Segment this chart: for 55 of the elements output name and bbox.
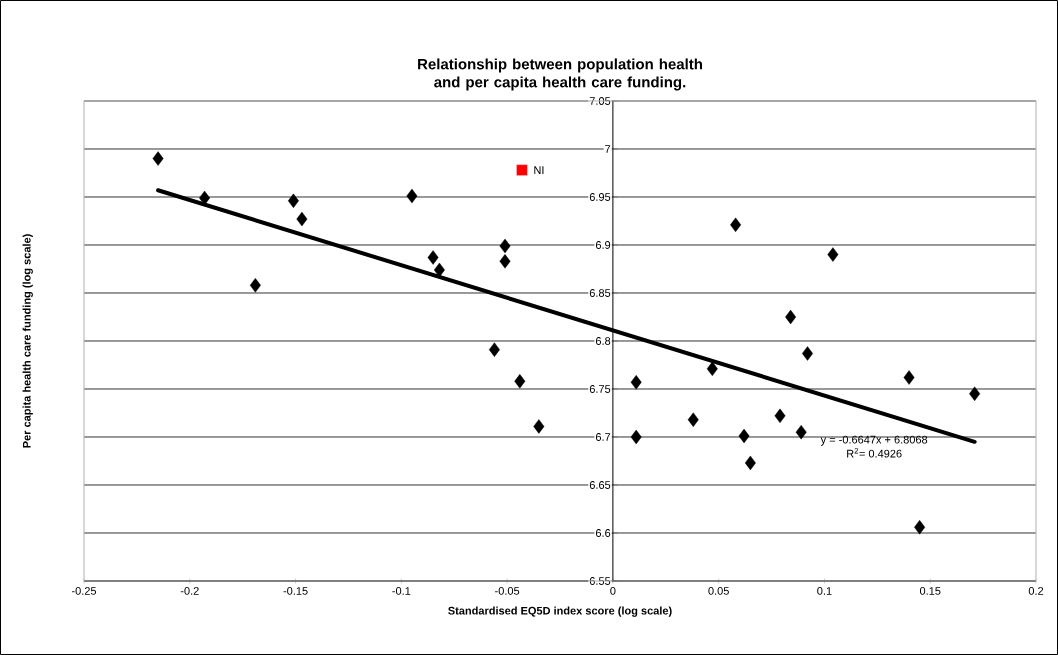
point	[774, 408, 786, 424]
y-tick-label: 6.65	[589, 481, 611, 489]
x-tick-label: 0.15	[919, 587, 941, 595]
y-tick-label: 6.55	[589, 577, 611, 585]
point	[249, 278, 261, 293]
point	[795, 424, 807, 440]
x-tick-label: -0.25	[71, 587, 97, 595]
y-tick-label: 7	[605, 145, 611, 153]
annotation: R$^{2}$= 0.4926	[847, 448, 902, 458]
x-tick-label: -0.1	[392, 587, 411, 595]
x-tick-label: -0.15	[283, 587, 308, 595]
x-tick-label: -0.05	[495, 587, 520, 595]
point	[969, 386, 981, 401]
point	[533, 419, 545, 434]
y-tick-label: 6.75	[589, 385, 611, 393]
point	[730, 217, 742, 233]
point	[687, 412, 699, 427]
point	[296, 211, 308, 227]
x-tick-label: 0.2	[1028, 587, 1044, 595]
y-tick-label: 6.6	[595, 529, 611, 537]
point	[744, 455, 756, 471]
point	[827, 247, 839, 262]
y-tick-label: 7.05	[589, 97, 611, 105]
point	[785, 309, 797, 325]
point	[406, 188, 418, 204]
y-axis-title: Per capita health care funding (log scale)	[22, 234, 33, 448]
y-tick-label: 6.8	[595, 337, 611, 345]
point	[433, 262, 445, 278]
y-tick-label: 6.95	[589, 193, 611, 201]
x-tick-label: -0.2	[180, 587, 199, 595]
point	[630, 375, 642, 390]
y-tick-label: 6.85	[589, 289, 611, 297]
point	[738, 428, 750, 444]
point	[427, 250, 439, 265]
x-tick-label: 0	[610, 587, 616, 595]
point	[914, 520, 926, 535]
point	[499, 254, 511, 269]
point	[903, 370, 915, 385]
x-axis-title: Standardised EQ5D index score (log scale)	[448, 606, 672, 617]
point	[488, 342, 500, 357]
annotation: y = -0.6647x + 6.8068	[820, 435, 928, 446]
point	[706, 361, 718, 377]
point	[630, 429, 642, 445]
point	[516, 164, 528, 176]
y-tick-label: 6.7	[595, 433, 611, 441]
chart-title: Relationship between population health and per capita health care funding.	[418, 58, 702, 91]
point	[802, 346, 813, 361]
x-tick-label: 0.1	[817, 587, 832, 595]
point	[152, 151, 164, 166]
x-tick-label: 0.05	[708, 587, 729, 595]
point	[514, 374, 526, 389]
point	[499, 238, 511, 254]
series-label: NI	[534, 166, 544, 174]
y-tick-label: 6.9	[595, 241, 611, 249]
point	[287, 193, 299, 209]
